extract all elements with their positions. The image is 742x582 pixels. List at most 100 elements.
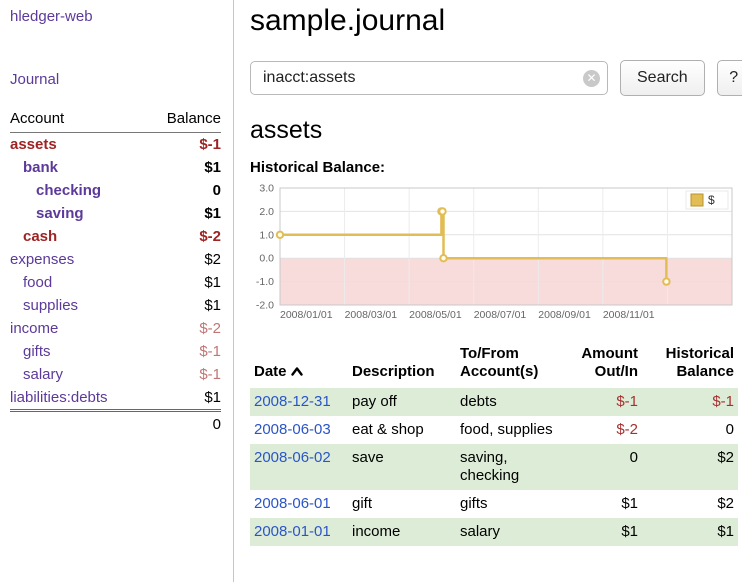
svg-text:3.0: 3.0 <box>259 183 274 195</box>
sidebar-account-assets[interactable]: assets <box>10 136 57 153</box>
sidebar-account-bank[interactable]: bank <box>23 159 59 176</box>
sidebar-account-checking[interactable]: checking <box>36 182 102 199</box>
svg-text:2008/11/01: 2008/11/01 <box>603 309 655 321</box>
sidebar-account-income[interactable]: income <box>10 320 59 337</box>
clear-search-icon[interactable]: ✕ <box>583 70 600 87</box>
transaction-balance: $-1 <box>712 393 734 410</box>
account-heading: assets <box>250 116 323 144</box>
transaction-description: income <box>352 523 401 540</box>
account-row: expenses $2 <box>10 248 221 271</box>
svg-text:2008/07/01: 2008/07/01 <box>474 309 527 321</box>
account-column-header: To/From Account(s) <box>456 343 566 388</box>
account-name-cell: food <box>10 271 146 294</box>
sidebar-account-supplies[interactable]: supplies <box>23 297 79 314</box>
transaction-accounts: debts <box>460 393 497 410</box>
transaction-amount: $-2 <box>616 421 638 438</box>
transaction-amount: 0 <box>629 449 638 466</box>
transaction-row: 2008-06-01 gift gifts $1 $2 <box>250 490 738 518</box>
account-balance: $1 <box>204 274 221 291</box>
transaction-accounts: salary <box>460 523 501 540</box>
account-header-line1: To/From <box>460 345 519 362</box>
account-balance: $-2 <box>199 320 221 337</box>
accounts-total-row: 0 <box>10 409 221 436</box>
account-balance: $1 <box>204 159 221 176</box>
description-header-label: Description <box>352 363 435 380</box>
account-row: income $-2 <box>10 317 221 340</box>
app-title-link[interactable]: hledger-web <box>10 8 93 25</box>
account-header-line2: Account(s) <box>460 363 539 380</box>
transaction-amount: $1 <box>621 523 638 540</box>
sidebar-account-gifts[interactable]: gifts <box>23 343 51 360</box>
account-name-cell: assets <box>10 133 146 157</box>
account-row: saving $1 <box>10 202 221 225</box>
transaction-date-link[interactable]: 2008-01-01 <box>254 523 331 540</box>
amount-column-header: Amount Out/In <box>566 343 642 388</box>
account-balance: $1 <box>204 389 221 406</box>
search-input[interactable] <box>261 68 579 88</box>
svg-text:1.0: 1.0 <box>259 229 274 241</box>
account-row: assets $-1 <box>10 133 221 157</box>
sort-ascending-icon <box>290 363 303 381</box>
transaction-balance: 0 <box>725 421 734 438</box>
transaction-row: 2008-06-03 eat & shop food, supplies $-2 0 <box>250 416 738 444</box>
chart-svg: $3.0 2.0 1.0 0.0 -1.0 -2.0 2008/01/01 2008/03/0… <box>256 183 733 321</box>
date-column-header[interactable]: Date <box>250 343 348 388</box>
description-column-header: Description <box>348 343 456 388</box>
account-balance: 0 <box>212 182 221 199</box>
transaction-date-link[interactable]: 2008-06-02 <box>254 449 331 466</box>
sidebar-account-saving[interactable]: saving <box>36 205 84 222</box>
sidebar: hledger-web Journal Account Balance asse… <box>0 0 234 582</box>
historical-balance-chart: $3.0 2.0 1.0 0.0 -1.0 -2.0 2008/01/01 2008/03/0… <box>250 183 742 329</box>
svg-text:2008/03/01: 2008/03/01 <box>345 309 398 321</box>
search-button[interactable]: Search <box>620 60 705 96</box>
account-name-cell: salary <box>10 363 146 386</box>
account-balance: $-1 <box>199 136 221 153</box>
account-name-cell: checking <box>10 179 146 202</box>
sidebar-account-salary[interactable]: salary <box>23 366 64 383</box>
sidebar-account-liabilities-debts[interactable]: liabilities:debts <box>10 389 108 406</box>
account-row: checking 0 <box>10 179 221 202</box>
transaction-date-cell: 2008-06-03 <box>250 416 348 444</box>
svg-text:2008/01/01: 2008/01/01 <box>280 309 333 321</box>
sidebar-account-expenses[interactable]: expenses <box>10 251 75 268</box>
accounts-tree: assets $-1 bank $1 checking 0 saving $1 cash $-2 e… <box>10 133 221 411</box>
sidebar-account-cash[interactable]: cash <box>23 228 58 245</box>
account-name-cell: saving <box>10 202 146 225</box>
transaction-accounts: saving, checking <box>460 449 520 484</box>
accounts-table: Account Balance assets $-1 bank $1 checking 0… <box>10 108 221 436</box>
search-box: ✕ <box>250 61 608 95</box>
transaction-date-cell: 2008-01-01 <box>250 518 348 546</box>
transaction-accounts: gifts <box>460 495 488 512</box>
balance-column-header-main: Historical Balance <box>642 343 738 388</box>
account-name-cell: liabilities:debts <box>10 386 146 411</box>
account-row: supplies $1 <box>10 294 221 317</box>
transaction-description: pay off <box>352 393 397 410</box>
main-content: sample.journal ✕ Search ? assets Histori… <box>234 0 742 582</box>
transaction-date-link[interactable]: 2008-06-01 <box>254 495 331 512</box>
sidebar-journal-link[interactable]: Journal <box>10 71 60 88</box>
transaction-date-cell: 2008-12-31 <box>250 388 348 416</box>
help-button[interactable]: ? <box>716 60 742 96</box>
register-table: Date Description To/From Account(s) Amou… <box>250 343 738 546</box>
account-name-cell: gifts <box>10 340 146 363</box>
account-row: liabilities:debts $1 <box>10 386 221 411</box>
accounts-total-spacer <box>10 409 146 436</box>
account-name-cell: expenses <box>10 248 146 271</box>
svg-text:-1.0: -1.0 <box>256 276 274 288</box>
account-row: cash $-2 <box>10 225 221 248</box>
transaction-date-link[interactable]: 2008-06-03 <box>254 421 331 438</box>
transaction-balance: $2 <box>717 449 734 466</box>
svg-text:-2.0: -2.0 <box>256 300 274 312</box>
sidebar-account-food[interactable]: food <box>23 274 53 291</box>
transaction-balance: $2 <box>717 495 734 512</box>
chart-title: Historical Balance: <box>250 159 386 176</box>
account-row: food $1 <box>10 271 221 294</box>
transaction-description: save <box>352 449 384 466</box>
transaction-date-link[interactable]: 2008-12-31 <box>254 393 331 410</box>
account-balance: $1 <box>204 205 221 222</box>
transaction-row: 2008-12-31 pay off debts $-1 $-1 <box>250 388 738 416</box>
balance-column-header: Balance <box>145 108 221 133</box>
transaction-description: gift <box>352 495 373 512</box>
date-header-label: Date <box>254 363 287 380</box>
